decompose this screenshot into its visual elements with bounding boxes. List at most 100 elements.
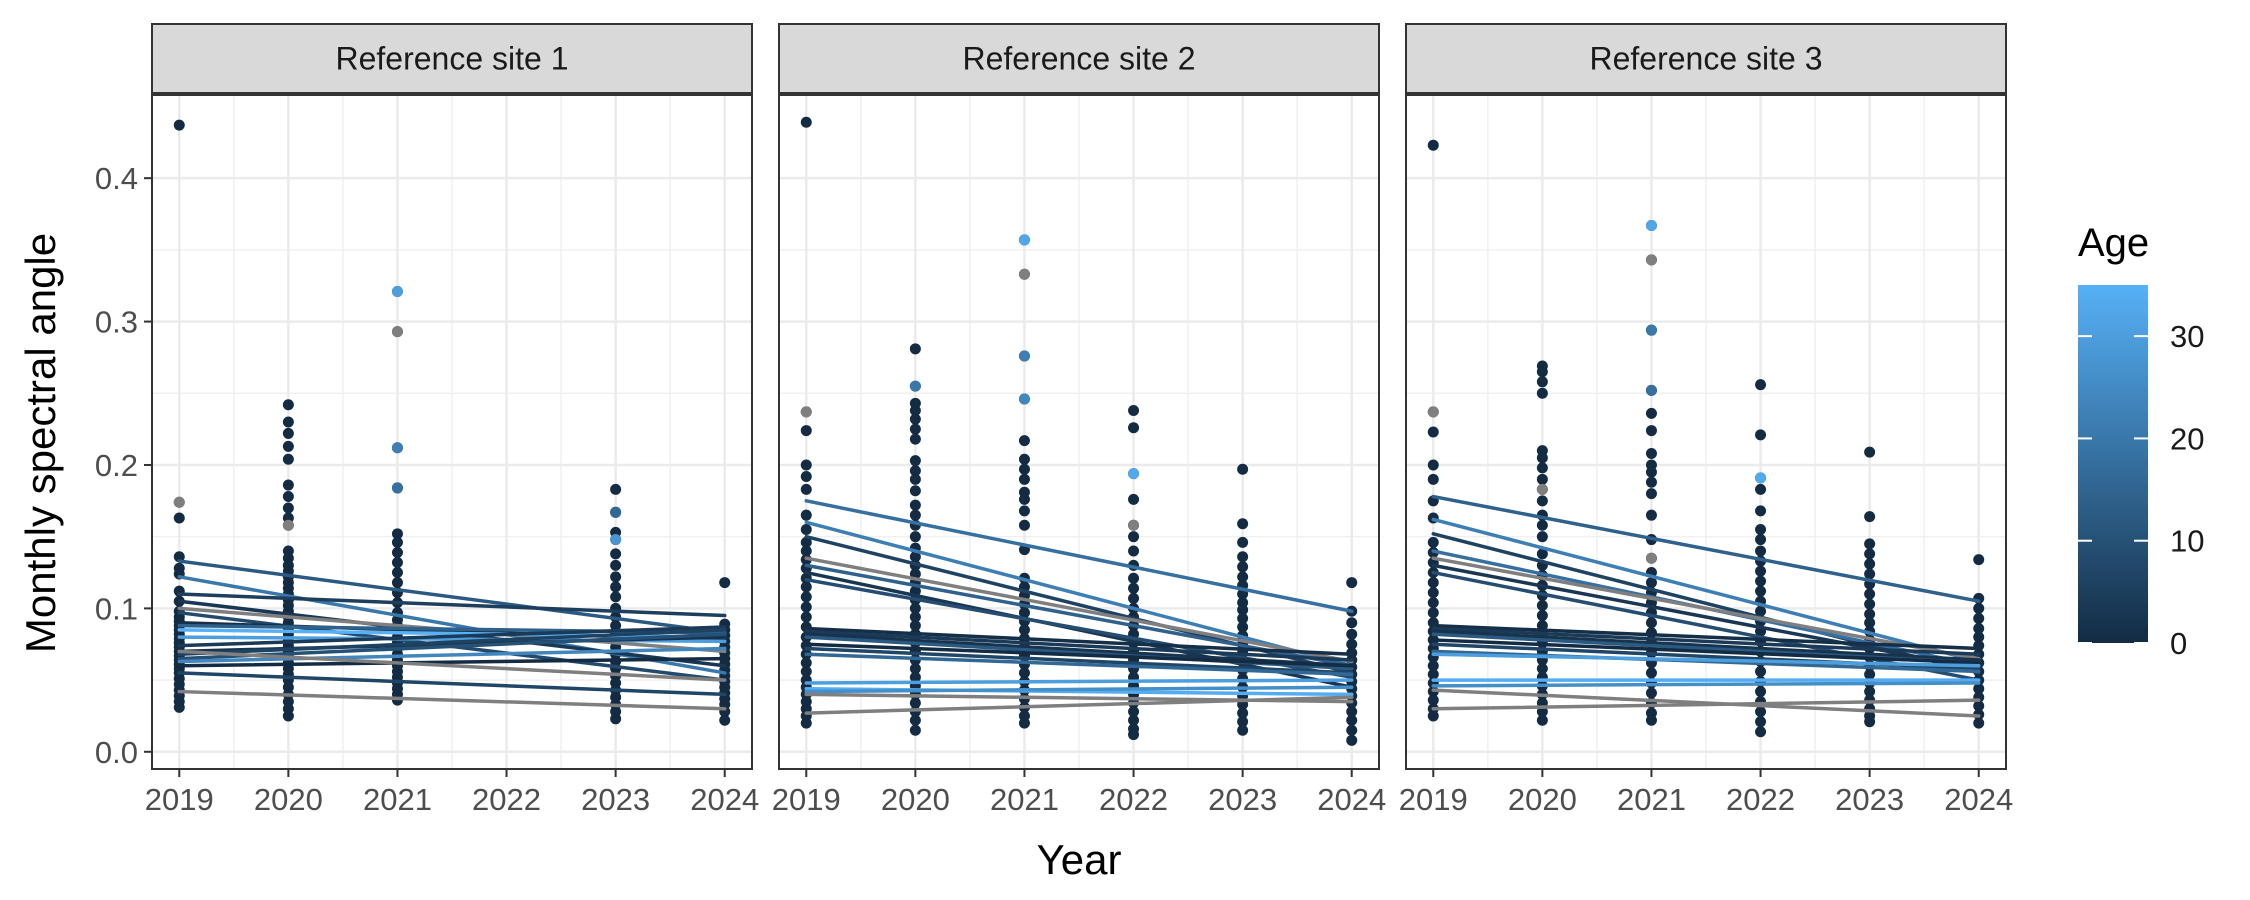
data-point — [1237, 551, 1249, 563]
data-point — [1755, 483, 1767, 495]
data-point — [1645, 219, 1657, 231]
data-point — [1427, 406, 1439, 418]
data-point — [800, 657, 812, 669]
data-point — [800, 470, 812, 482]
data-point — [1755, 585, 1767, 597]
data-point — [800, 406, 812, 418]
data-point — [909, 697, 921, 709]
x-tick-label: 2020 — [881, 782, 950, 817]
data-point — [800, 665, 812, 677]
x-tick-label: 2022 — [1726, 782, 1795, 817]
data-point — [909, 433, 921, 445]
data-point — [1645, 667, 1657, 679]
data-point — [1237, 463, 1249, 475]
data-point — [1128, 545, 1140, 557]
data-point — [1427, 668, 1439, 680]
data-point — [800, 459, 812, 471]
data-point — [909, 509, 921, 521]
data-point — [1536, 387, 1548, 399]
data-point — [1536, 452, 1548, 464]
data-point — [610, 581, 622, 593]
panel-strip-label: Reference site 3 — [1589, 41, 1822, 77]
data-point — [1427, 536, 1439, 548]
data-point — [1536, 600, 1548, 612]
data-point — [909, 531, 921, 543]
data-point — [1346, 734, 1358, 746]
data-point — [1645, 577, 1657, 589]
legend-tick-label: 10 — [2170, 524, 2204, 559]
legend-tick-label: 30 — [2170, 319, 2204, 354]
data-point — [1018, 607, 1030, 619]
data-point — [1536, 462, 1548, 474]
data-point — [1864, 686, 1876, 698]
data-point — [1018, 453, 1030, 465]
panel-border — [1405, 94, 2007, 770]
trend-line — [804, 695, 1354, 715]
trend-lines — [1431, 494, 1981, 718]
trend-line — [804, 629, 1354, 662]
data-point — [909, 499, 921, 511]
data-point — [1237, 561, 1249, 573]
data-point — [1018, 505, 1030, 517]
data-point — [800, 717, 812, 729]
x-tick-label: 2019 — [145, 782, 214, 817]
x-axis-title: Year — [1037, 836, 1122, 883]
data-point — [1018, 473, 1030, 485]
data-point — [909, 671, 921, 683]
data-point — [800, 116, 812, 128]
data-point — [391, 556, 403, 568]
trend-line — [804, 556, 1354, 664]
data-point — [1128, 519, 1140, 531]
data-point — [1864, 538, 1876, 550]
data-point — [909, 343, 921, 355]
data-point — [1346, 714, 1358, 726]
data-point — [1237, 571, 1249, 583]
x-tick-label: 2021 — [1617, 782, 1686, 817]
data-point — [909, 404, 921, 416]
data-point — [1755, 565, 1767, 577]
x-tick-label: 2024 — [1317, 782, 1386, 817]
data-point — [1237, 724, 1249, 736]
data-point — [1128, 729, 1140, 741]
data-point — [1346, 577, 1358, 589]
data-point — [1427, 459, 1439, 471]
data-point — [800, 524, 812, 536]
panels-layer: Reference site 1 2019 2020 2021 2022 2023 2024… — [95, 23, 2013, 817]
data-point — [391, 285, 403, 297]
x-tick-label: 2020 — [1508, 782, 1577, 817]
data-point — [1864, 598, 1876, 610]
trend-lines — [804, 499, 1354, 715]
data-point — [282, 519, 294, 531]
data-point — [1237, 536, 1249, 548]
data-point — [1018, 393, 1030, 405]
data-point — [282, 453, 294, 465]
data-point — [1973, 631, 1985, 643]
trend-line — [1431, 626, 1981, 657]
x-tick-label: 2021 — [363, 782, 432, 817]
trend-line — [177, 625, 727, 648]
data-point — [1018, 350, 1030, 362]
data-point — [1645, 476, 1657, 488]
trend-line — [804, 678, 1354, 685]
data-point — [1237, 518, 1249, 530]
trend-line — [1431, 556, 1981, 661]
data-point — [909, 473, 921, 485]
data-point — [1645, 384, 1657, 396]
data-point — [1864, 588, 1876, 600]
data-point — [800, 591, 812, 603]
data-point — [1427, 577, 1439, 589]
panel-strip — [778, 23, 1380, 94]
data-point — [1018, 268, 1030, 280]
x-tick-label: 2020 — [254, 782, 323, 817]
trend-line — [177, 649, 727, 682]
y-axis-title: Monthly spectral angle — [17, 233, 64, 653]
data-point — [1018, 493, 1030, 505]
data-point — [1645, 466, 1657, 478]
trend-line — [177, 575, 727, 675]
data-point — [1864, 668, 1876, 680]
x-tick-label: 2022 — [1099, 782, 1168, 817]
data-point — [282, 427, 294, 439]
data-point — [282, 440, 294, 452]
data-point — [1128, 531, 1140, 543]
data-point — [1755, 605, 1767, 617]
